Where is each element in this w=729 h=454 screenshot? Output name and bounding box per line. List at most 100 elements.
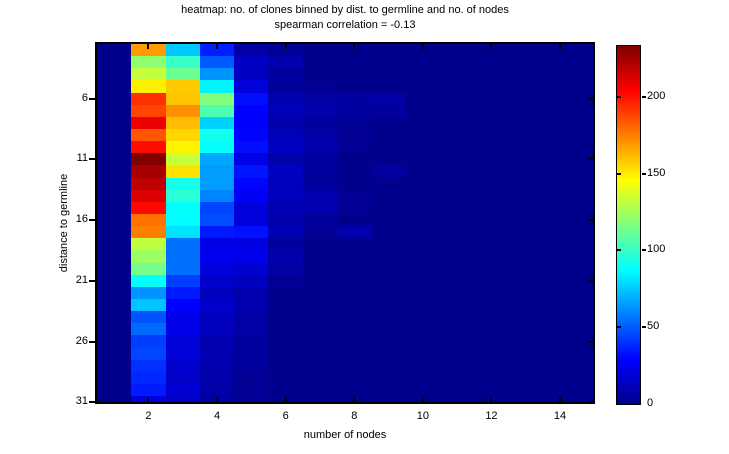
heatmap-row — [97, 56, 593, 69]
heatmap-row — [97, 359, 593, 372]
heatmap-cell — [234, 262, 269, 275]
heatmap-cell — [234, 44, 269, 57]
axis-tick — [353, 397, 356, 402]
heatmap-cell — [302, 298, 338, 312]
heatmap-cell — [508, 201, 543, 214]
heatmap-cell — [577, 262, 593, 275]
heatmap-cell — [577, 335, 593, 348]
heatmap-cell — [97, 396, 132, 402]
heatmap-cell — [439, 201, 475, 214]
heatmap-cell — [474, 116, 509, 129]
heatmap-cell — [371, 56, 406, 69]
axis-tick — [89, 158, 95, 161]
heatmap-cell — [474, 104, 509, 117]
heatmap-cell — [165, 311, 200, 324]
heatmap-cell — [199, 165, 235, 178]
heatmap-cell — [542, 56, 578, 69]
heatmap-cell — [542, 238, 578, 251]
heatmap-cell — [542, 335, 578, 348]
heatmap-cell — [405, 213, 440, 227]
heatmap-cell — [542, 323, 578, 336]
heatmap-cell — [97, 359, 132, 372]
heatmap-cell — [474, 44, 509, 57]
heatmap-row — [97, 141, 593, 154]
heatmap-cell — [508, 323, 543, 336]
heatmap-cell — [508, 396, 543, 402]
axis-tick — [353, 44, 356, 49]
heatmap-cell — [131, 383, 166, 397]
heatmap-cell — [199, 56, 235, 69]
heatmap-cell — [199, 286, 235, 299]
axis-tick — [588, 401, 593, 404]
heatmap-row — [97, 396, 593, 402]
heatmap-row — [97, 104, 593, 117]
heatmap-cell — [542, 262, 578, 275]
heatmap-cell — [405, 335, 440, 348]
heatmap-cell — [439, 116, 475, 129]
heatmap-cell — [405, 128, 440, 142]
heatmap-cell — [165, 238, 200, 251]
colorbar-tick-label: 150 — [647, 166, 666, 179]
heatmap-cell — [405, 116, 440, 129]
colorbar-tick-label: 0 — [647, 397, 654, 409]
heatmap-cell — [577, 56, 593, 69]
heatmap-cell — [131, 104, 166, 117]
heatmap-cell — [474, 165, 509, 178]
heatmap-cell — [97, 165, 132, 178]
heatmap-cell — [234, 68, 269, 81]
axis-tick — [617, 95, 621, 98]
chart-subtitle: spearman correlation = -0.13 — [274, 19, 416, 31]
heatmap-cell — [508, 92, 543, 105]
heatmap-cell — [542, 226, 578, 239]
heatmap-cell — [577, 250, 593, 263]
heatmap-cell — [302, 92, 338, 105]
heatmap-cell — [405, 298, 440, 312]
heatmap-cell — [439, 165, 475, 178]
heatmap-cell — [371, 347, 406, 360]
heatmap-cell — [131, 359, 166, 372]
heatmap-cell — [542, 298, 578, 312]
heatmap-cell — [302, 189, 338, 202]
heatmap-cell — [199, 128, 235, 142]
heatmap-cell — [439, 347, 475, 360]
heatmap-cell — [474, 371, 509, 384]
heatmap-cell — [337, 128, 372, 142]
heatmap-cell — [405, 274, 440, 287]
heatmap-cell — [165, 262, 200, 275]
heatmap-cell — [474, 226, 509, 239]
heatmap-cell — [234, 177, 269, 190]
heatmap-cell — [234, 250, 269, 263]
x-tick-label: 14 — [553, 410, 567, 422]
heatmap-cell — [405, 153, 440, 166]
heatmap-row — [97, 44, 593, 57]
heatmap-cell — [577, 359, 593, 372]
heatmap-cell — [234, 311, 269, 324]
heatmap-cell — [165, 177, 200, 190]
heatmap-cell — [405, 250, 440, 263]
heatmap-cell — [371, 311, 406, 324]
heatmap-cell — [405, 56, 440, 69]
axis-tick — [147, 44, 150, 49]
heatmap-cell — [508, 80, 543, 93]
heatmap-cell — [97, 274, 132, 287]
heatmap-cell — [371, 323, 406, 336]
heatmap-cell — [165, 359, 200, 372]
heatmap-cell — [268, 116, 303, 129]
axis-tick — [588, 340, 593, 343]
heatmap-cell — [439, 359, 475, 372]
heatmap-cell — [542, 92, 578, 105]
heatmap-cell — [474, 311, 509, 324]
heatmap-cell — [234, 238, 269, 251]
axis-tick — [284, 44, 287, 49]
x-tick-label: 8 — [351, 410, 358, 422]
heatmap-cell — [234, 189, 269, 202]
heatmap-cell — [508, 153, 543, 166]
heatmap-cell — [542, 104, 578, 117]
heatmap-cell — [542, 286, 578, 299]
heatmap-cell — [165, 201, 200, 214]
heatmap-cell — [542, 153, 578, 166]
heatmap-cell — [97, 298, 132, 312]
heatmap-cell — [371, 104, 406, 117]
axis-tick — [89, 279, 95, 282]
